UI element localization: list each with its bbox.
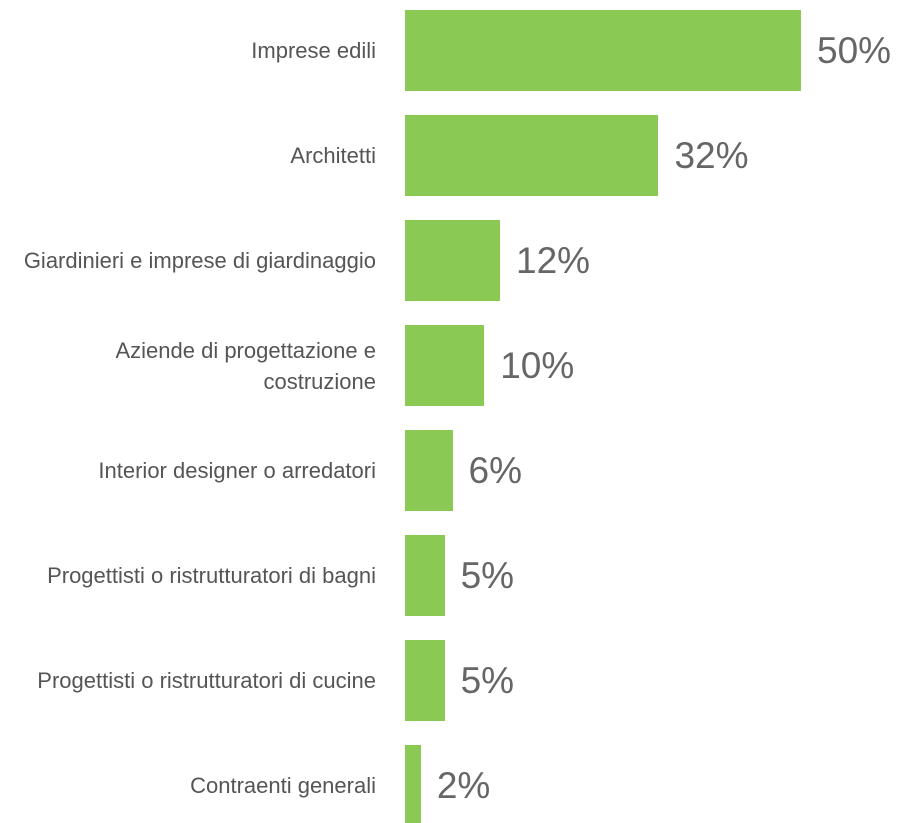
category-label: Aziende di progettazione e costruzione [115, 337, 376, 394]
category-label: Progettisti o ristrutturatori di bagni [47, 563, 376, 588]
bar [405, 430, 453, 511]
category-label: Interior designer o arredatori [98, 458, 376, 483]
category-label: Architetti [290, 143, 376, 168]
category-label: Progettisti o ristrutturatori di cucine [37, 668, 376, 693]
bar [405, 640, 445, 721]
value-label: 6% [468, 449, 522, 491]
bar [405, 325, 485, 406]
category-label: Giardinieri e imprese di giardinaggio [23, 248, 376, 273]
bar [405, 220, 501, 301]
value-label: 12% [516, 239, 591, 281]
bar [405, 10, 801, 91]
value-label: 32% [674, 134, 749, 176]
value-label: 2% [436, 764, 491, 806]
value-label: 5% [460, 554, 515, 596]
value-label: 5% [460, 659, 515, 701]
category-label: Contraenti generali [190, 773, 376, 798]
bar [405, 115, 659, 196]
category-label: Imprese edili [251, 38, 376, 63]
value-label: 10% [500, 344, 575, 386]
bar [405, 535, 445, 616]
value-label: 50% [817, 29, 892, 71]
bar [405, 745, 421, 823]
